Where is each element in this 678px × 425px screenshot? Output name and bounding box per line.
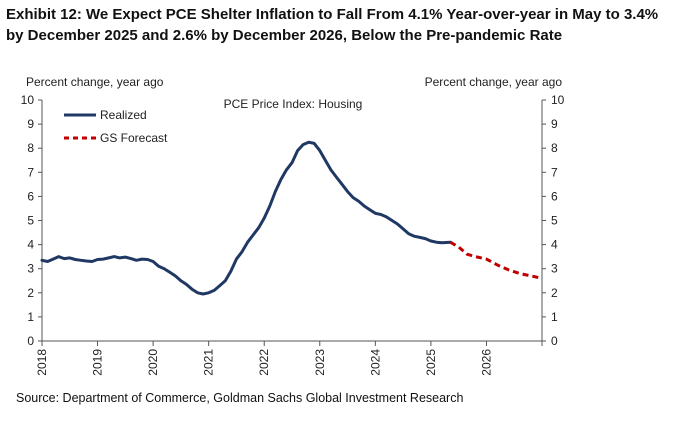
y-tick-label-right: 10 (551, 93, 565, 107)
x-tick-label: 2019 (91, 349, 105, 376)
x-tick-label: 2020 (146, 349, 160, 376)
x-tick-label: 2023 (313, 349, 327, 376)
x-tick-label: 2018 (35, 349, 49, 376)
y-tick-label-left: 3 (27, 262, 34, 276)
y-tick-label-right: 5 (551, 214, 558, 228)
x-tick-label: 2026 (479, 349, 493, 376)
legend-label-realized: Realized (100, 108, 147, 122)
y-tick-label-left: 2 (27, 286, 34, 300)
y-tick-label-left: 0 (27, 334, 34, 348)
y-tick-label-left: 6 (27, 189, 34, 203)
y-tick-label-left: 9 (27, 117, 34, 131)
x-tick-label: 2022 (257, 349, 271, 376)
y-tick-label-right: 7 (551, 165, 558, 179)
x-tick-label: 2025 (424, 349, 438, 376)
y-tick-label-left: 8 (27, 141, 34, 155)
legend: Realized GS Forecast (64, 108, 168, 145)
legend-label-gs-forecast: GS Forecast (100, 131, 168, 145)
exhibit-title: Exhibit 12: We Expect PCE Shelter Inflat… (6, 6, 659, 44)
x-tick-label: 2021 (202, 349, 216, 376)
y-tick-label-right: 2 (551, 286, 558, 300)
series-line-realized (40, 140, 452, 296)
y-tick-label-right: 6 (551, 189, 558, 203)
y-tick-label-right: 3 (551, 262, 558, 276)
series-line-gs-forecast (449, 240, 543, 280)
y-tick-label-right: 4 (551, 238, 558, 252)
y-tick-label-left: 5 (27, 214, 34, 228)
y-axis-label-left: Percent change, year ago (26, 75, 164, 89)
y-tick-label-left: 10 (21, 93, 35, 107)
y-tick-label-left: 4 (27, 238, 34, 252)
y-tick-label-right: 9 (551, 117, 558, 131)
y-tick-label-left: 1 (27, 310, 34, 324)
y-tick-label-left: 7 (27, 165, 34, 179)
source-note: Source: Department of Commerce, Goldman … (16, 391, 464, 405)
chart-title: PCE Price Index: Housing (224, 97, 363, 111)
y-tick-label-right: 8 (551, 141, 558, 155)
y-tick-label-right: 0 (551, 334, 558, 348)
y-tick-label-right: 1 (551, 310, 558, 324)
x-tick-label: 2024 (368, 349, 382, 376)
y-axis-label-right: Percent change, year ago (425, 75, 563, 89)
